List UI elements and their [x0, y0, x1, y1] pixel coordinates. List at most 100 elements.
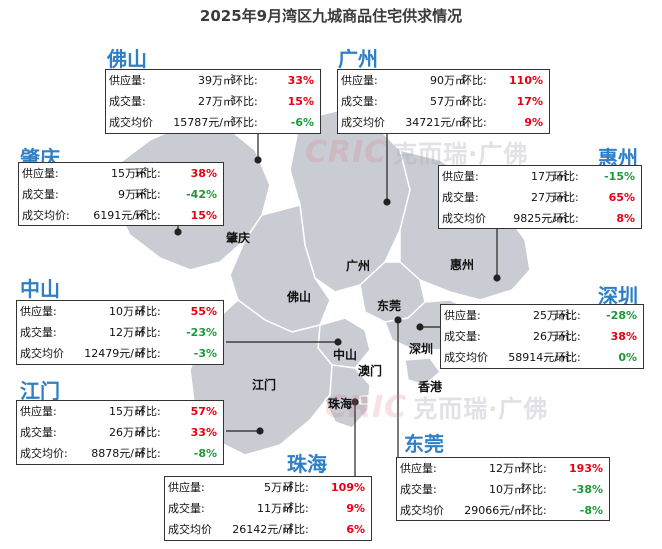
stats-box-zhaoqing: 供应量: 15万㎡ 环比: 38% 成交量: 9万㎡ 环比: -42% 成交均价: 6191元/㎡…	[18, 162, 224, 226]
map-label-guangzhou: 广州	[346, 259, 371, 273]
stat-label: 供应量:	[444, 309, 481, 322]
stats-box-jiangmen: 供应量: 15万㎡ 环比: 57% 成交量: 26万㎡ 环比: 33% 成交均价: 8878元/㎡…	[16, 400, 224, 465]
change-value: 57%	[190, 405, 217, 418]
change-value: 15%	[287, 95, 314, 108]
stat-value: 6191元/㎡	[93, 209, 147, 222]
map-label-macau: 澳门	[358, 364, 383, 378]
stats-row: 供应量: 12万㎡ 环比: 193%	[397, 458, 609, 479]
stat-label: 成交量:	[22, 188, 59, 201]
stat-value: 10万㎡	[489, 483, 525, 496]
stat-label: 供应量:	[20, 405, 57, 418]
stat-label: 成交均价	[444, 351, 488, 364]
map-label-zhaoqing: 肇庆	[226, 231, 251, 245]
stats-row: 成交量: 57万㎡ 环比: 17%	[338, 91, 549, 112]
change-value: 33%	[287, 74, 314, 87]
stat-value: 57万㎡	[430, 95, 466, 108]
map-label-jiangmen: 江门	[252, 378, 277, 392]
change-value: 6%	[346, 523, 365, 536]
change-value: -23%	[186, 326, 217, 339]
stat-value: 27万㎡	[531, 191, 567, 204]
stat-value: 15万㎡	[111, 167, 147, 180]
stat-value: 10万㎡	[109, 305, 145, 318]
change-label: 环比:	[461, 74, 487, 87]
watermark-top: CRIC 克而瑞·广佛	[305, 135, 529, 170]
stats-row: 供应量: 17万㎡ 环比: -15%	[439, 166, 641, 187]
map-label-dongguan: 东莞	[377, 299, 402, 313]
stat-value: 26万㎡	[109, 426, 145, 439]
change-label: 环比:	[135, 347, 161, 360]
change-value: -15%	[604, 170, 635, 183]
change-value: -3%	[193, 347, 217, 360]
region-macau	[359, 395, 369, 405]
stat-value: 11万㎡	[257, 502, 293, 515]
stat-label: 成交量:	[20, 326, 57, 339]
change-value: -28%	[606, 309, 637, 322]
stats-box-foshan: 供应量: 39万㎡ 环比: 33% 成交量: 27万㎡ 环比: 15% 成交均价 15787元/㎡…	[105, 69, 321, 134]
stat-label: 成交量:	[442, 191, 479, 204]
change-label: 环比:	[553, 212, 579, 225]
stat-value: 12479元/㎡	[84, 347, 145, 360]
stat-value: 15787元/㎡	[173, 116, 234, 129]
city-title-zhongshan: 中山	[20, 277, 60, 301]
stats-row: 成交量: 11万㎡ 环比: 9%	[165, 498, 371, 519]
change-value: 38%	[610, 330, 637, 343]
change-label: 环比:	[553, 170, 579, 183]
stat-value: 26142元/㎡	[232, 523, 293, 536]
stats-row: 成交量: 27万㎡ 环比: 65%	[439, 187, 641, 208]
change-value: 17%	[516, 95, 543, 108]
change-label: 环比:	[555, 309, 581, 322]
stat-label: 成交均价	[20, 347, 64, 360]
change-value: 8%	[616, 212, 635, 225]
change-label: 环比:	[232, 74, 258, 87]
stat-label: 供应量:	[22, 167, 59, 180]
map-label-hongkong: 香港	[418, 380, 443, 394]
stat-value: 34721元/㎡	[405, 116, 466, 129]
stat-value: 8878元/㎡	[91, 447, 145, 460]
stats-row: 供应量: 90万㎡ 环比: 110%	[338, 70, 549, 91]
stats-row: 成交均价 34721元/㎡ 环比: 9%	[338, 112, 549, 133]
stats-row: 成交量: 10万㎡ 环比: -38%	[397, 479, 609, 500]
city-title-zhuhai: 珠海	[287, 452, 327, 476]
change-label: 环比:	[135, 188, 161, 201]
change-label: 环比:	[461, 95, 487, 108]
stats-row: 供应量: 5万㎡ 环比: 109%	[165, 477, 371, 498]
change-value: 109%	[331, 481, 365, 494]
stat-value: 27万㎡	[198, 95, 234, 108]
change-value: 55%	[190, 305, 217, 318]
city-title-foshan: 佛山	[107, 47, 147, 71]
change-label: 环比:	[135, 209, 161, 222]
stats-row: 成交均价 26142元/㎡ 环比: 6%	[165, 519, 371, 540]
stats-row: 成交均价 29066元/㎡ 环比: -8%	[397, 500, 609, 521]
change-label: 环比:	[555, 351, 581, 364]
stat-value: 12万㎡	[489, 462, 525, 475]
change-value: 33%	[190, 426, 217, 439]
stat-label: 成交量:	[341, 95, 378, 108]
stat-value: 26万㎡	[533, 330, 569, 343]
map-label-shenzhen: 深圳	[409, 342, 434, 356]
stats-row: 供应量: 39万㎡ 环比: 33%	[106, 70, 320, 91]
change-label: 环比:	[555, 330, 581, 343]
city-title-dongguan: 东莞	[404, 432, 444, 456]
stats-box-guangzhou: 供应量: 90万㎡ 环比: 110% 成交量: 57万㎡ 环比: 17% 成交均价 34721元/…	[337, 69, 550, 134]
change-value: -38%	[572, 483, 603, 496]
change-label: 环比:	[135, 447, 161, 460]
change-value: -8%	[193, 447, 217, 460]
change-label: 环比:	[283, 502, 309, 515]
stats-box-shenzhen: 供应量: 25万㎡ 环比: -28% 成交量: 26万㎡ 环比: 38% 成交均价 58914元/…	[440, 304, 644, 369]
stat-label: 成交均价:	[22, 209, 70, 222]
change-value: 193%	[569, 462, 603, 475]
stat-value: 9万㎡	[118, 188, 147, 201]
stat-label: 供应量:	[20, 305, 57, 318]
city-title-jiangmen: 江门	[20, 379, 60, 403]
stat-value: 58914元/㎡	[508, 351, 569, 364]
stats-row: 成交量: 27万㎡ 环比: 15%	[106, 91, 320, 112]
stats-row: 成交均价 15787元/㎡ 环比: -6%	[106, 112, 320, 133]
stat-value: 17万㎡	[531, 170, 567, 183]
stat-label: 成交均价:	[20, 447, 68, 460]
change-value: -42%	[186, 188, 217, 201]
change-label: 环比:	[283, 481, 309, 494]
stats-row: 成交量: 26万㎡ 环比: 33%	[17, 422, 223, 443]
stats-row: 成交均价 12479元/㎡ 环比: -3%	[17, 343, 223, 364]
